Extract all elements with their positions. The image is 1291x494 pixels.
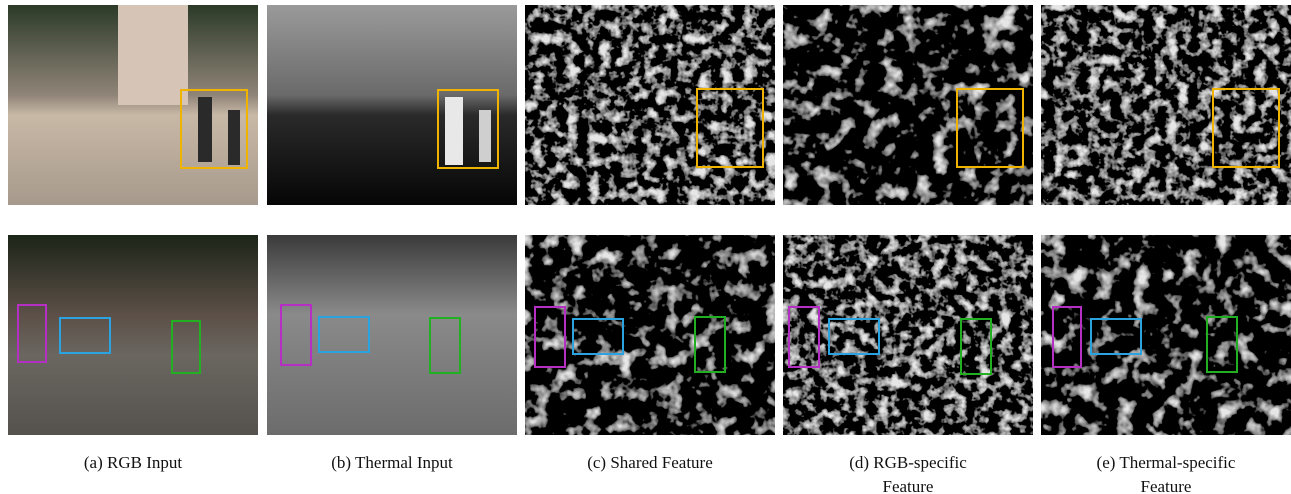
caption: Feature [1141,477,1192,494]
figure: (a) RGB Input (b) Thermal Input (c) Shared… [0,0,1291,494]
caption: (d) RGB-specific [849,453,967,472]
feature-map [1041,5,1291,205]
feature-map [1041,235,1291,435]
pedestrian [479,110,491,162]
captions: (a) RGB Input (b) Thermal Input (c) Shared… [84,453,1236,494]
building [118,5,188,105]
caption: (e) Thermal-specific [1097,453,1236,472]
feature-map [525,5,775,205]
caption: (a) RGB Input [84,453,182,472]
caption: Feature [883,477,934,494]
caption: (c) Shared Feature [587,453,713,472]
feature-map [783,235,1033,435]
pedestrian [228,110,240,165]
caption: (b) Thermal Input [331,453,453,472]
pedestrian [198,97,212,162]
pedestrian [445,97,463,165]
feature-map [525,235,775,435]
feature-map [783,5,1033,205]
image-panel [267,5,517,205]
image-panel [267,235,517,435]
panels [8,5,1291,435]
